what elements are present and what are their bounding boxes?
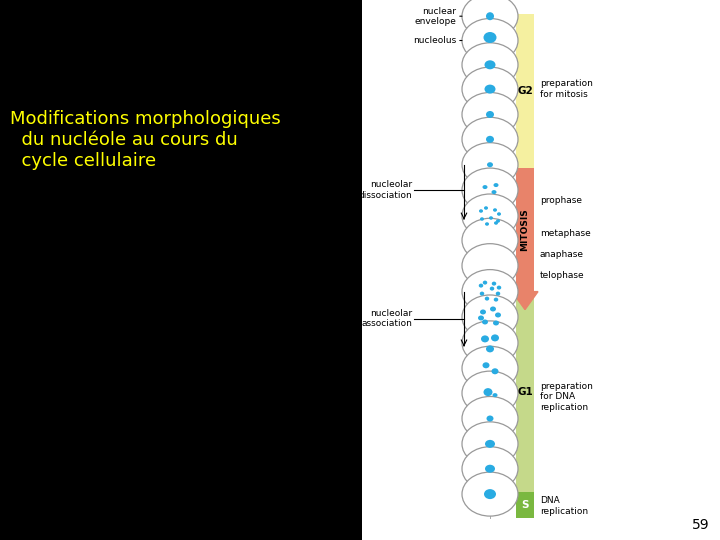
- Text: nucleolar
dissociation: nucleolar dissociation: [359, 180, 412, 200]
- Ellipse shape: [479, 209, 483, 213]
- Ellipse shape: [482, 362, 490, 368]
- Ellipse shape: [492, 281, 496, 286]
- Ellipse shape: [462, 396, 518, 441]
- Ellipse shape: [462, 346, 518, 390]
- Ellipse shape: [494, 298, 498, 302]
- Ellipse shape: [494, 221, 498, 225]
- Ellipse shape: [462, 422, 518, 466]
- Text: telophase: telophase: [540, 271, 585, 280]
- Ellipse shape: [489, 216, 493, 220]
- Ellipse shape: [496, 292, 500, 295]
- Ellipse shape: [480, 292, 485, 295]
- Text: MITOSIS: MITOSIS: [521, 208, 529, 252]
- Ellipse shape: [484, 32, 497, 43]
- Ellipse shape: [481, 335, 489, 342]
- Text: nucleolus: nucleolus: [413, 36, 456, 45]
- Ellipse shape: [497, 212, 501, 216]
- Text: prophase: prophase: [540, 197, 582, 205]
- Ellipse shape: [485, 296, 490, 301]
- Ellipse shape: [490, 307, 496, 312]
- Ellipse shape: [462, 43, 518, 87]
- Ellipse shape: [462, 0, 518, 38]
- Text: G2: G2: [517, 86, 533, 96]
- Ellipse shape: [497, 286, 501, 289]
- Ellipse shape: [486, 346, 494, 353]
- Ellipse shape: [485, 222, 489, 226]
- Ellipse shape: [462, 269, 518, 314]
- Ellipse shape: [485, 60, 495, 69]
- Ellipse shape: [484, 206, 488, 210]
- Bar: [362, 0, 720, 540]
- Ellipse shape: [492, 368, 498, 374]
- Ellipse shape: [485, 465, 495, 472]
- Ellipse shape: [462, 244, 518, 288]
- Ellipse shape: [482, 320, 488, 325]
- Ellipse shape: [492, 190, 497, 194]
- Ellipse shape: [482, 185, 487, 189]
- Text: DNA
replication: DNA replication: [540, 496, 588, 516]
- Ellipse shape: [485, 440, 495, 448]
- Ellipse shape: [462, 168, 518, 212]
- Ellipse shape: [484, 388, 492, 396]
- Ellipse shape: [492, 393, 498, 397]
- Ellipse shape: [484, 489, 496, 499]
- Text: S: S: [521, 501, 528, 510]
- Ellipse shape: [462, 371, 518, 415]
- Bar: [516, 292, 534, 492]
- Bar: [516, 492, 534, 518]
- Ellipse shape: [480, 309, 486, 314]
- Ellipse shape: [462, 143, 518, 187]
- Text: metaphase: metaphase: [540, 229, 590, 238]
- Ellipse shape: [495, 313, 501, 318]
- Ellipse shape: [482, 281, 487, 285]
- Ellipse shape: [462, 321, 518, 365]
- Text: G1: G1: [517, 387, 533, 397]
- Ellipse shape: [493, 208, 497, 212]
- Ellipse shape: [462, 472, 518, 516]
- Text: nuclear
envelope: nuclear envelope: [414, 6, 456, 26]
- Ellipse shape: [491, 334, 499, 341]
- Ellipse shape: [462, 295, 518, 339]
- Text: preparation
for DNA
replication: preparation for DNA replication: [540, 382, 593, 412]
- Ellipse shape: [490, 287, 494, 291]
- Ellipse shape: [462, 67, 518, 111]
- Bar: [516, 168, 534, 292]
- Text: anaphase: anaphase: [540, 251, 584, 259]
- Ellipse shape: [486, 12, 494, 20]
- Text: 59: 59: [693, 518, 710, 532]
- Ellipse shape: [480, 217, 484, 221]
- Ellipse shape: [462, 92, 518, 137]
- Text: Modifications morphologiques
  du nucléole au cours du
  cycle cellulaire: Modifications morphologiques du nucléole…: [10, 110, 281, 170]
- Ellipse shape: [486, 136, 494, 143]
- Ellipse shape: [462, 218, 518, 262]
- Ellipse shape: [479, 284, 483, 288]
- Ellipse shape: [462, 18, 518, 63]
- Ellipse shape: [485, 85, 495, 93]
- Ellipse shape: [493, 320, 499, 326]
- Bar: [516, 14, 534, 168]
- Text: nucleolar
association: nucleolar association: [361, 309, 412, 328]
- Text: preparation
for mitosis: preparation for mitosis: [540, 79, 593, 99]
- Polygon shape: [512, 292, 538, 309]
- Ellipse shape: [462, 194, 518, 238]
- Ellipse shape: [487, 415, 493, 422]
- Ellipse shape: [487, 162, 493, 167]
- Ellipse shape: [486, 111, 494, 118]
- Ellipse shape: [462, 447, 518, 491]
- Ellipse shape: [496, 219, 500, 222]
- Ellipse shape: [478, 315, 484, 320]
- Ellipse shape: [493, 183, 498, 187]
- Ellipse shape: [462, 117, 518, 161]
